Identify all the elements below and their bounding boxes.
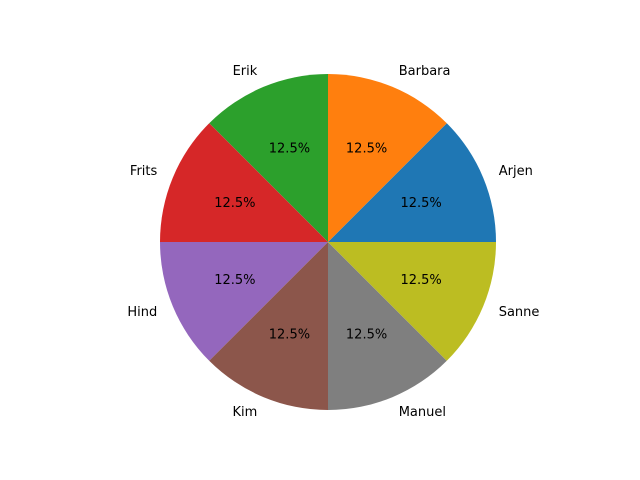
slice-label-sanne: Sanne (499, 305, 540, 320)
pie-slice-frits (160, 123, 328, 242)
pie-slice-barbara (328, 74, 447, 242)
pie-slice-arjen (328, 123, 496, 242)
slice-label-kim: Kim (232, 405, 257, 420)
slice-percent-sanne: 12.5% (400, 273, 441, 288)
slice-percent-kim: 12.5% (269, 328, 310, 343)
slice-label-hind: Hind (127, 305, 157, 320)
pie-slice-erik (209, 74, 328, 242)
slice-label-manuel: Manuel (399, 405, 446, 420)
slice-percent-frits: 12.5% (214, 196, 255, 211)
pie-slices (160, 74, 496, 411)
pie-slice-sanne (328, 242, 496, 361)
pie-labels: Arjen 12.5% Barbara 12.5% Erik 12.5% Frits 12.5… (127, 64, 539, 420)
slice-percent-hind: 12.5% (214, 273, 255, 288)
slice-percent-manuel: 12.5% (346, 328, 387, 343)
pie-slice-manuel (328, 242, 447, 410)
slice-label-erik: Erik (233, 64, 258, 79)
pie-slice-hind (160, 242, 328, 361)
slice-percent-erik: 12.5% (269, 141, 310, 156)
pie-slice-kim (209, 242, 328, 411)
slice-percent-barbara: 12.5% (346, 141, 387, 156)
slice-percent-arjen: 12.5% (400, 196, 441, 211)
slice-label-arjen: Arjen (499, 164, 533, 179)
slice-label-barbara: Barbara (399, 64, 451, 79)
slice-label-frits: Frits (130, 164, 158, 179)
